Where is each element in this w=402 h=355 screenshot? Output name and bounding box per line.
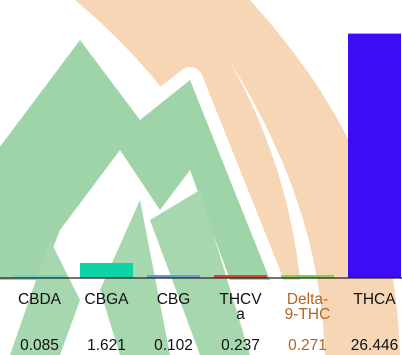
category-label-cbda: CBDA bbox=[18, 291, 62, 308]
category-labels-group: CBDA CBGA CBG THCV a Delta-9-THC THCA bbox=[18, 291, 396, 323]
value-label-thca: 26.446 bbox=[351, 337, 398, 354]
category-label-thcva: THCV a bbox=[219, 291, 262, 323]
watermark-green-mountain bbox=[0, 40, 270, 280]
value-label-delta-9-thc: 0.271 bbox=[288, 337, 327, 354]
category-label-thca: THCA bbox=[353, 291, 396, 308]
bar-delta-9-thc bbox=[281, 275, 334, 278]
bar-cbg bbox=[147, 275, 200, 278]
category-label-cbga: CBGA bbox=[85, 291, 130, 308]
value-labels-group: 0.085 1.621 0.102 0.237 0.271 26.446 bbox=[20, 337, 398, 354]
bar-thca bbox=[348, 33, 401, 278]
bars-group bbox=[13, 33, 401, 278]
category-label-delta-9-thc: Delta-9-THC bbox=[285, 291, 331, 323]
value-label-thcva: 0.237 bbox=[221, 337, 260, 354]
bar-thcva bbox=[214, 275, 267, 278]
watermark-peach-arc bbox=[190, 0, 400, 355]
category-label-cbg: CBG bbox=[157, 291, 191, 308]
value-label-cbda: 0.085 bbox=[20, 337, 59, 354]
bar-cbga bbox=[80, 263, 133, 278]
watermark-green-streak-2 bbox=[150, 190, 250, 355]
watermark-green-streak-3 bbox=[10, 240, 80, 355]
value-label-cbga: 1.621 bbox=[87, 337, 126, 354]
value-label-cbg: 0.102 bbox=[154, 337, 193, 354]
bar-cbda bbox=[13, 275, 66, 278]
